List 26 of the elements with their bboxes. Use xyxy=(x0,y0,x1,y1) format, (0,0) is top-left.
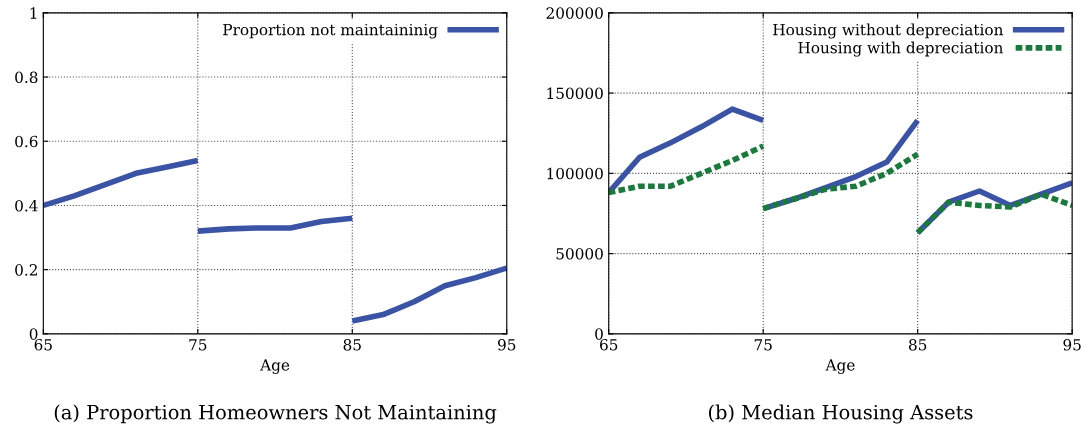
x-tick-label: 95 xyxy=(498,338,516,351)
x-axis-title: Age xyxy=(260,359,290,374)
legend-label: Housing with depreciation xyxy=(798,41,1003,57)
legend-label: Housing without depreciation xyxy=(773,23,1003,39)
x-tick-label: 65 xyxy=(34,338,52,351)
x-tick-label: 95 xyxy=(1063,338,1081,351)
y-tick-label: 0 xyxy=(595,328,603,340)
y-tick-label: 1 xyxy=(30,7,37,19)
y-tick-label: 150000 xyxy=(547,87,603,100)
x-tick-label: 75 xyxy=(189,339,207,351)
y-tick-label: 0.6 xyxy=(15,135,38,148)
text: (a) Proportion Homeowners Not Maintaining xyxy=(54,404,497,424)
y-tick-label: 0.4 xyxy=(15,199,38,212)
y-tick-label: 0.2 xyxy=(15,264,37,276)
x-tick-label: 65 xyxy=(600,338,618,351)
x-axis-title: Age xyxy=(825,359,855,374)
y-tick-label: 0 xyxy=(29,328,38,340)
y-tick-label: 50000 xyxy=(556,248,603,260)
y-tick-label: 200000 xyxy=(546,7,603,19)
legend-label: Proportion not maintaininig xyxy=(223,23,438,39)
x-tick-label: 75 xyxy=(754,339,772,351)
y-tick-label: 0.8 xyxy=(15,71,38,84)
text: (b) Median Housing Assets xyxy=(708,404,973,424)
x-tick-label: 85 xyxy=(343,338,361,351)
y-tick-label: 100000 xyxy=(547,167,603,180)
x-tick-label: 85 xyxy=(908,338,927,351)
